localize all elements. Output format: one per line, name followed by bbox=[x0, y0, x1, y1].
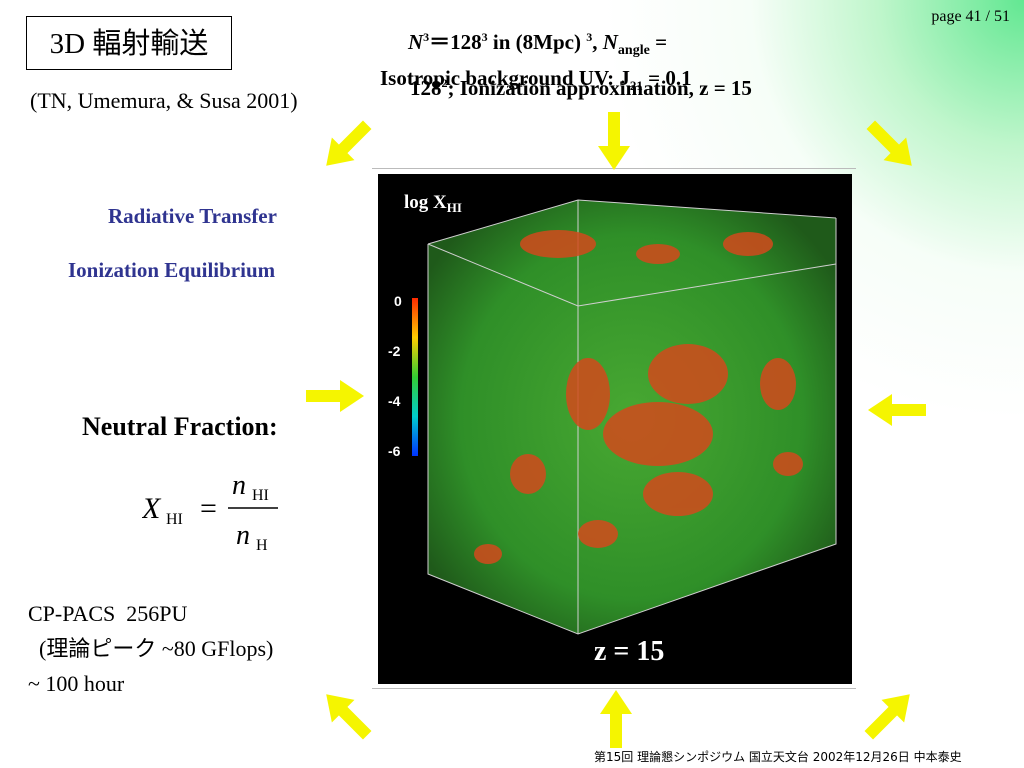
redshift-label: z = 15 bbox=[594, 636, 664, 667]
cube-visualization: 0 -2 -4 -6 log XHI z = 15 bbox=[388, 192, 837, 667]
arrow-bottom-right bbox=[864, 694, 910, 740]
arrow-bottom-left bbox=[326, 694, 372, 740]
svg-text:X: X bbox=[142, 492, 162, 525]
svg-text:=: = bbox=[200, 492, 217, 525]
simulation-params-line2: Isotropic background UV: J21 = 0.1 bbox=[380, 66, 692, 94]
scale-tick-0: 0 bbox=[394, 293, 402, 309]
svg-text:HI: HI bbox=[166, 511, 183, 528]
svg-text:n: n bbox=[232, 470, 246, 501]
ionization-equilibrium-label: Ionization Equilibrium bbox=[68, 258, 276, 282]
slide-title: 3D 輻射輸送 bbox=[26, 16, 232, 70]
arrow-bottom-center bbox=[600, 690, 632, 748]
scale-tick-4: -4 bbox=[388, 393, 401, 409]
simulation-params-line3: 1282; Ionization approximation, z = 15 bbox=[410, 76, 752, 100]
compute-line-3: ~ 100 hour bbox=[28, 671, 125, 696]
arrow-top-right bbox=[866, 120, 912, 166]
neutral-fraction-equation: X HI = n HI n H bbox=[142, 470, 278, 554]
svg-text:HI: HI bbox=[252, 487, 269, 504]
color-scale-bar bbox=[412, 298, 418, 456]
arrow-top-left bbox=[326, 120, 372, 166]
page-number: page 41 / 51 bbox=[931, 8, 1010, 25]
panel-title: log XHI bbox=[404, 192, 462, 215]
arrow-top-center bbox=[598, 112, 630, 170]
arrow-mid-right bbox=[868, 394, 926, 426]
svg-text:n: n bbox=[236, 520, 250, 551]
svg-text:H: H bbox=[256, 537, 268, 554]
neutral-fraction-label: Neutral Fraction: bbox=[82, 412, 278, 441]
compute-info: CP-PACS 256PU (理論ピーク ~80 GFlops) ~ 100 ho… bbox=[28, 596, 273, 701]
simulation-params-line1: N3＝1283 in (8Mpc) 3, Nangle = bbox=[408, 30, 668, 59]
panel-bottom-rule bbox=[372, 688, 856, 689]
scale-tick-6: -6 bbox=[388, 443, 401, 459]
scale-tick-2: -2 bbox=[388, 343, 401, 359]
arrow-mid-left bbox=[306, 380, 364, 412]
simulation-image: 0 -2 -4 -6 log XHI z = 15 bbox=[378, 174, 852, 684]
radiative-transfer-label: Radiative Transfer bbox=[108, 204, 277, 228]
compute-line-2: (理論ピーク ~80 GFlops) bbox=[28, 636, 274, 661]
compute-line-1: CP-PACS 256PU bbox=[28, 601, 188, 626]
slide-footer: 第15回 理論懇シンポジウム 国立天文台 2002年12月26日 中本泰史 bbox=[594, 750, 962, 764]
ionized-regions bbox=[474, 230, 803, 564]
citation: (TN, Umemura, & Susa 2001) bbox=[30, 88, 298, 113]
